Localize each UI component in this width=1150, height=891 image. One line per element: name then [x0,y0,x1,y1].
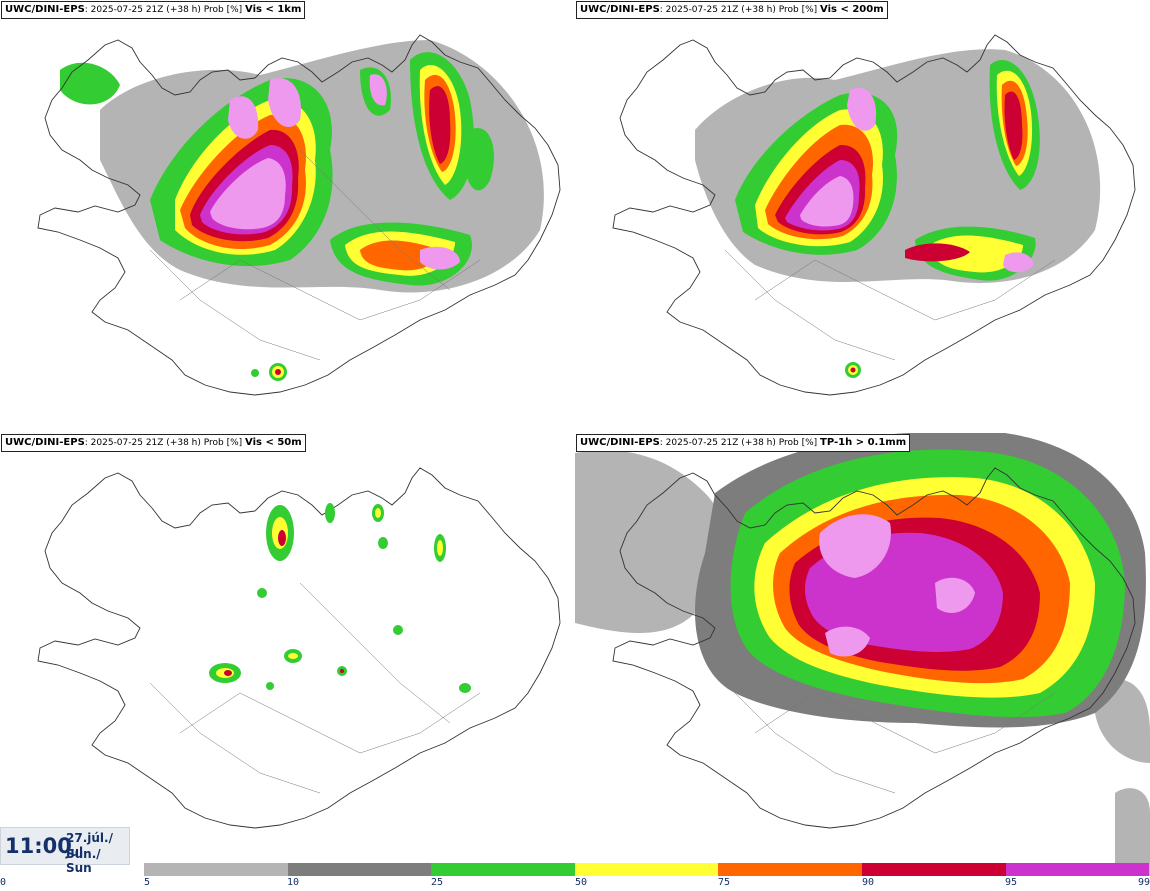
run-info: : 2025-07-25 21Z (+38 h) Prob [%] [84,438,243,448]
variable-name: Vis < 1km [245,4,302,15]
panel-title: UWC/DINI-EPS: 2025-07-25 21Z (+38 h) Pro… [1,1,306,19]
map-panel-vis-50m: UWC/DINI-EPS: 2025-07-25 21Z (+38 h) Pro… [0,433,575,863]
color-bin [862,863,1007,876]
model-name: UWC/DINI-EPS [580,4,660,15]
run-info: : 2025-07-25 21Z (+38 h) Prob [%] [659,5,818,15]
color-bin [144,863,289,876]
prob-field-lightgray [575,450,1150,863]
color-bin [718,863,863,876]
prob-field-small [251,363,287,381]
map-canvas [37,467,561,829]
color-bar-tick: 95 [1005,877,1018,888]
color-bar-tick: 25 [431,877,444,888]
color-bin [574,863,719,876]
color-bar-tick: 75 [718,877,731,888]
color-bin [1005,863,1150,876]
valid-time-box: 11:00 27.júl./ Jul Sun./ Sun [0,827,130,875]
map-canvas [612,34,1136,396]
model-name: UWC/DINI-EPS [580,437,660,448]
valid-date: 27.júl./ Jul [66,831,113,859]
color-bar-tick: 5 [144,877,151,888]
map-panel-vis-1km: UWC/DINI-EPS: 2025-07-25 21Z (+38 h) Pro… [0,0,575,430]
model-name: UWC/DINI-EPS [5,4,85,15]
color-bin [431,863,576,876]
valid-day: Sun./ Sun [66,847,101,875]
prob-field-small [845,362,861,378]
panel-title: UWC/DINI-EPS: 2025-07-25 21Z (+38 h) Pro… [576,434,911,452]
variable-name: Vis < 200m [820,4,884,15]
color-bar-tick: 90 [862,877,875,888]
prob-field-pink [819,514,975,657]
panel-title: UWC/DINI-EPS: 2025-07-25 21Z (+38 h) Pro… [1,434,306,452]
color-bar-tick: 50 [575,877,588,888]
model-name: UWC/DINI-EPS [5,437,85,448]
color-bar-tick: 99 [1138,877,1150,888]
run-info: : 2025-07-25 21Z (+38 h) Prob [%] [84,5,243,15]
panel-title: UWC/DINI-EPS: 2025-07-25 21Z (+38 h) Pro… [576,1,888,19]
valid-time: 11:00 [5,834,72,858]
map-panel-tp-1h: UWC/DINI-EPS: 2025-07-25 21Z (+38 h) Pro… [575,433,1150,863]
map-panel-vis-200m: UWC/DINI-EPS: 2025-07-25 21Z (+38 h) Pro… [575,0,1150,430]
prob-field-pink [800,87,1034,273]
color-bin [287,863,432,876]
map-canvas [575,433,1150,863]
color-bar-tick: 10 [287,877,300,888]
prob-field-spots [209,503,471,693]
color-bar-tick: 0 [0,877,7,888]
map-canvas [37,34,561,396]
variable-name: TP-1h > 0.1mm [820,437,907,448]
run-info: : 2025-07-25 21Z (+38 h) Prob [%] [659,438,818,448]
variable-name: Vis < 50m [245,437,302,448]
color-bar [144,863,1150,876]
prob-field-pink [210,74,460,270]
